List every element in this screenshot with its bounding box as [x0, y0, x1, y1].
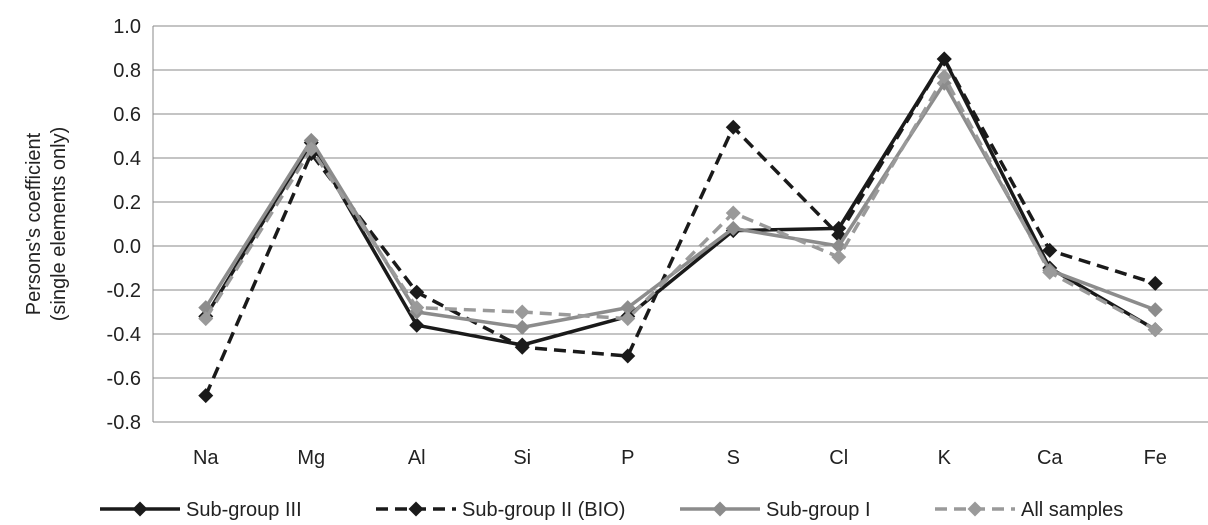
legend-label: Sub-group I — [766, 499, 871, 521]
series-line — [204, 74, 1157, 332]
data-point — [620, 348, 636, 364]
data-point — [198, 388, 214, 404]
legend-label: Sub-group III — [186, 499, 302, 521]
grid-lines — [152, 25, 1208, 423]
y-axis-tick-labels: -0.8 -0.6 -0.4 -0.2 0.0 0.2 0.4 0.6 0.8 1.0 — [107, 16, 141, 434]
y-tick-label: 0.8 — [113, 60, 141, 82]
data-point — [725, 220, 741, 236]
data-point — [1147, 322, 1163, 338]
data-point — [1042, 264, 1058, 280]
legend-entry: Sub-group III — [100, 499, 302, 521]
y-tick-label: 0.0 — [113, 236, 141, 258]
x-tick-label: Si — [513, 447, 531, 469]
legend-entry: All samples — [935, 499, 1123, 521]
series-line — [204, 57, 1156, 397]
y-tick-label: 1.0 — [113, 16, 141, 38]
x-tick-label: Ca — [1037, 447, 1063, 469]
y-tick-label: 0.4 — [113, 148, 141, 170]
data-point — [303, 141, 319, 157]
series-all-samples — [198, 69, 1163, 338]
x-tick-label: P — [621, 447, 634, 469]
data-point — [831, 249, 847, 265]
axis-titles: Persons's coefficient (single elements on… — [23, 127, 70, 322]
data-point — [514, 319, 530, 335]
x-tick-label: Cl — [829, 447, 848, 469]
data-point — [409, 317, 425, 333]
legend-label: All samples — [1021, 499, 1123, 521]
x-tick-label: Mg — [297, 447, 325, 469]
legend-entry: Sub-group I — [680, 499, 871, 521]
legend-marker — [967, 501, 983, 517]
data-point — [725, 205, 741, 221]
x-tick-label: Na — [193, 447, 219, 469]
legend: Sub-group III Sub-group II (BIO) Sub-group… — [100, 499, 1123, 521]
legend-marker — [132, 501, 148, 517]
y-tick-label: -0.2 — [107, 280, 141, 302]
data-point — [409, 300, 425, 316]
y-tick-label: -0.6 — [107, 368, 141, 390]
series-sub-group-ii-bio- — [198, 51, 1163, 404]
legend-label: Sub-group II (BIO) — [462, 499, 625, 521]
data-point — [1147, 302, 1163, 318]
x-tick-label: Fe — [1144, 447, 1167, 469]
legend-entry: Sub-group II (BIO) — [376, 499, 625, 521]
data-point — [1147, 275, 1163, 291]
data-point — [303, 132, 319, 148]
y-axis-title-line: (single elements only) — [48, 127, 70, 322]
y-tick-label: 0.6 — [113, 104, 141, 126]
data-point — [1042, 242, 1058, 258]
x-tick-label: Al — [408, 447, 426, 469]
y-axis-title-line: Persons's coefficient — [23, 132, 45, 315]
data-point — [198, 311, 214, 327]
data-point — [620, 311, 636, 327]
series-layer — [198, 51, 1163, 404]
data-point — [725, 119, 741, 135]
data-point — [409, 284, 425, 300]
x-axis-tick-labels: Na Mg Al Si P S Cl K Ca Fe — [193, 447, 1167, 469]
x-tick-label: K — [938, 447, 952, 469]
data-point — [936, 69, 952, 85]
series-line — [204, 57, 1157, 347]
x-tick-label: S — [727, 447, 740, 469]
data-point — [514, 339, 530, 355]
legend-marker — [712, 501, 728, 517]
data-point — [936, 51, 952, 67]
data-point — [620, 300, 636, 316]
y-tick-label: -0.8 — [107, 412, 141, 434]
y-tick-label: -0.4 — [107, 324, 141, 346]
legend-marker — [408, 501, 424, 517]
y-tick-label: 0.2 — [113, 192, 141, 214]
data-point — [514, 304, 530, 320]
data-point — [831, 238, 847, 254]
